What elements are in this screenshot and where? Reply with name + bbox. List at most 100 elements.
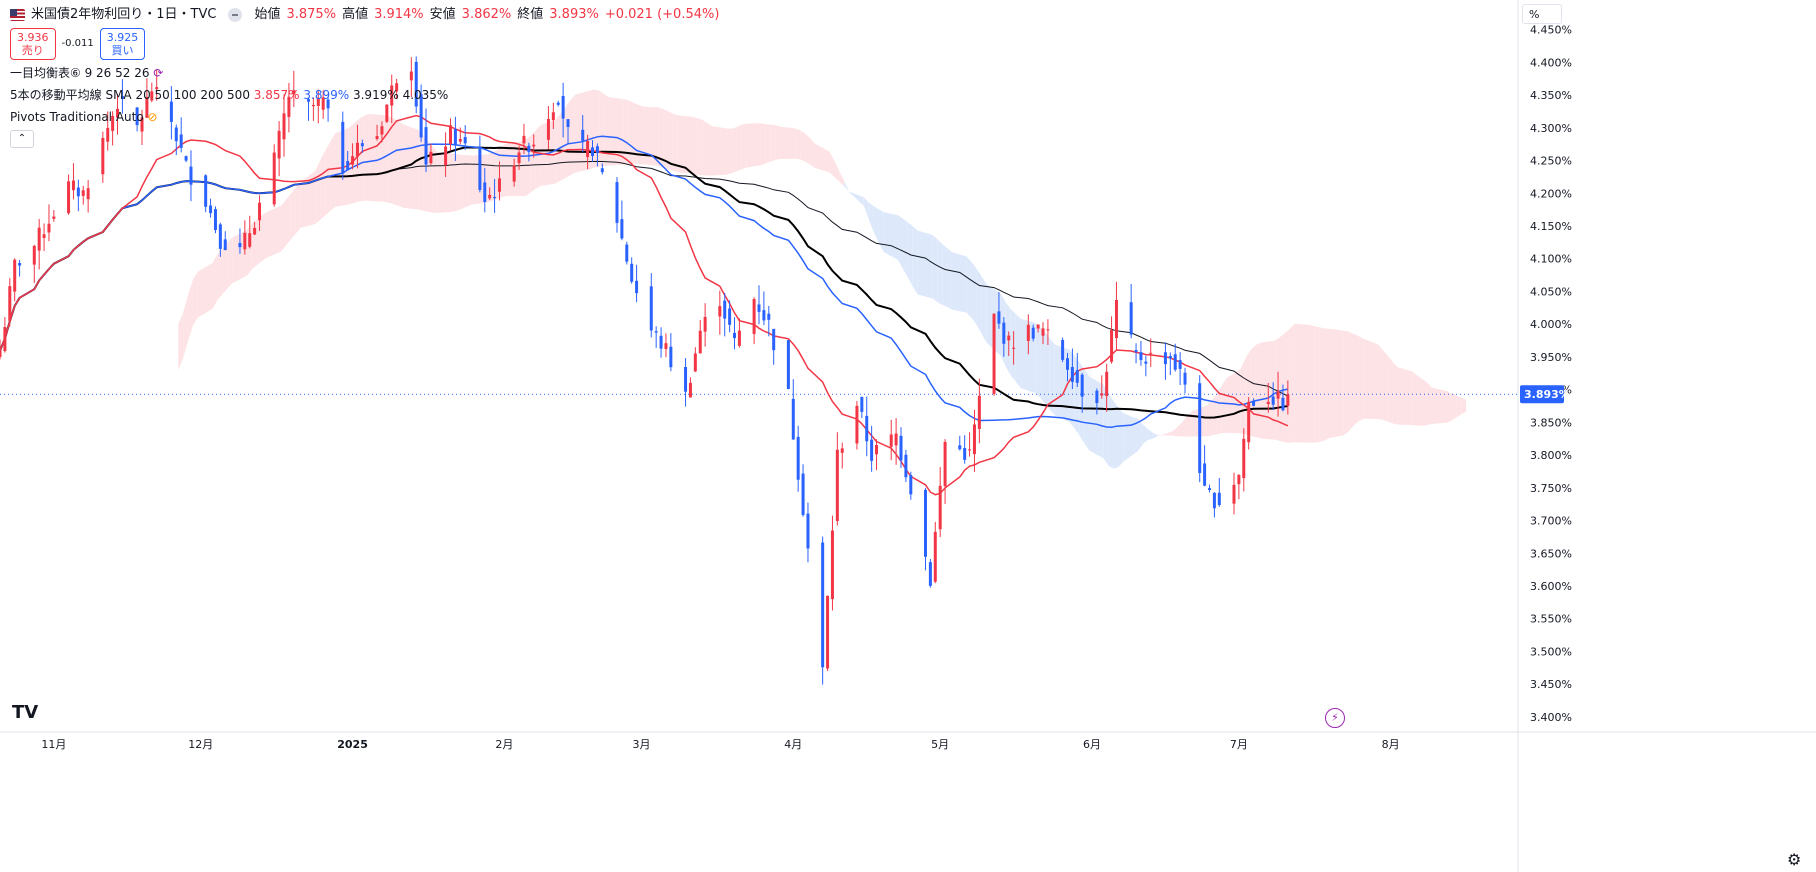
candle-body — [135, 107, 139, 126]
price-tick-label: 4.250% — [1530, 155, 1572, 168]
candle-body — [248, 233, 252, 247]
candle-body — [1061, 339, 1065, 360]
candle-body — [326, 99, 330, 109]
candle-body — [414, 61, 418, 107]
cloud-segment — [760, 123, 766, 166]
candle-body — [1247, 401, 1251, 443]
cloud-segment — [707, 123, 712, 176]
cloud-segment — [266, 205, 282, 258]
cloud-segment — [398, 121, 404, 208]
candle-body — [1198, 383, 1202, 473]
cloud-segment — [403, 124, 419, 210]
candle-body — [458, 139, 462, 142]
candle-body — [615, 182, 619, 223]
gear-icon[interactable]: ⚙ — [1787, 850, 1802, 869]
cloud-segment — [1054, 344, 1070, 423]
cloud-segment — [569, 94, 575, 176]
cloud-segment — [437, 152, 453, 213]
cloud-segment — [192, 271, 198, 326]
cloud-segment — [261, 212, 267, 262]
candle-body — [120, 96, 124, 99]
candle-body — [826, 595, 830, 669]
cloud-segment — [902, 218, 908, 278]
candle-body — [688, 382, 692, 398]
cloud-segment — [868, 202, 874, 232]
cloud-segment — [364, 113, 370, 201]
candle-body — [71, 180, 75, 191]
buy-button[interactable]: 3.925 買い — [99, 28, 146, 60]
month-tick-label: 4月 — [784, 738, 802, 751]
cloud-segment — [1417, 375, 1423, 426]
candle-body — [821, 542, 825, 668]
candle-body — [1276, 390, 1280, 399]
lightning-icon[interactable]: ⚡ — [1325, 708, 1345, 728]
cloud-segment — [1103, 384, 1109, 466]
candle-body — [659, 335, 663, 349]
cloud-segment — [805, 133, 810, 165]
cloud-segment — [1382, 350, 1388, 422]
cloud-segment — [1363, 338, 1378, 420]
sma100-line — [0, 160, 1289, 397]
cloud-segment — [1353, 333, 1359, 426]
cloud-segment — [290, 187, 296, 240]
candle-body — [47, 223, 51, 233]
candle-body — [1183, 372, 1187, 385]
cloud-segment — [775, 125, 781, 161]
sell-button[interactable]: 3.936 売り — [10, 28, 56, 60]
cloud-segment — [1328, 328, 1344, 439]
candle-body — [76, 187, 80, 197]
candle-body — [762, 310, 766, 321]
cloud-segment — [1040, 327, 1045, 404]
cloud-segment — [1221, 378, 1227, 434]
cloud-segment — [178, 312, 184, 371]
close-label: 終値 — [517, 7, 544, 22]
symbol-title[interactable]: 米国債2年物利回り・1日・TVC — [31, 7, 217, 22]
hidden-eye-icon[interactable]: ⊘ — [147, 110, 158, 124]
cloud-segment — [809, 137, 815, 168]
refresh-icon[interactable]: ⟳ — [153, 66, 164, 80]
candle-body — [316, 98, 320, 106]
candle-body — [698, 330, 702, 354]
ichimoku-legend[interactable]: 一目均衡表⑥ 9 26 52 26 ⟳ — [10, 64, 719, 82]
cloud-segment — [1123, 413, 1139, 462]
sma20-value: 3.857% — [253, 88, 300, 102]
month-tick-label: 7月 — [1230, 738, 1248, 751]
sma-legend[interactable]: 5本の移動平均線 SMA 20 50 100 200 500 3.857% 3.… — [10, 86, 719, 104]
cloud-segment — [1422, 378, 1427, 426]
pivots-legend[interactable]: Pivots Traditional Auto ⊘ — [10, 108, 719, 126]
buy-price: 3.925 — [106, 31, 139, 44]
cloud-segment — [227, 237, 233, 289]
percent-scale-button[interactable]: % — [1522, 4, 1562, 24]
candle-body — [1007, 335, 1011, 341]
hide-legend-icon[interactable] — [228, 8, 243, 22]
candle-body — [493, 197, 497, 199]
candle-body — [52, 216, 56, 219]
candle-body — [835, 449, 839, 521]
candle-body — [360, 143, 364, 147]
candle-body — [1105, 371, 1109, 397]
month-tick-label: 12月 — [188, 738, 213, 751]
cloud-segment — [898, 215, 903, 269]
buy-label: 買い — [111, 44, 134, 57]
price-tick-label: 4.300% — [1530, 122, 1572, 135]
candle-body — [311, 104, 315, 107]
candle-body — [581, 129, 585, 142]
candle-body — [1217, 492, 1221, 505]
candle-body — [669, 346, 673, 368]
candle-body — [909, 474, 913, 495]
month-tick-label: 3月 — [632, 738, 650, 751]
cloud-segment — [814, 143, 830, 173]
cloud-segment — [677, 115, 693, 174]
collapse-legend-button[interactable]: ⌃ — [10, 130, 34, 148]
cloud-segment — [942, 243, 948, 307]
tradingview-logo-icon[interactable]: TV — [12, 702, 39, 723]
cloud-segment — [1451, 393, 1457, 421]
cloud-segment — [1358, 335, 1364, 422]
candle-body — [390, 85, 394, 106]
us-flag-icon — [10, 9, 25, 21]
cloud-segment — [457, 154, 463, 211]
sma200-value: 4.035% — [402, 88, 449, 102]
cloud-segment — [878, 209, 884, 252]
candle-body — [654, 331, 658, 333]
